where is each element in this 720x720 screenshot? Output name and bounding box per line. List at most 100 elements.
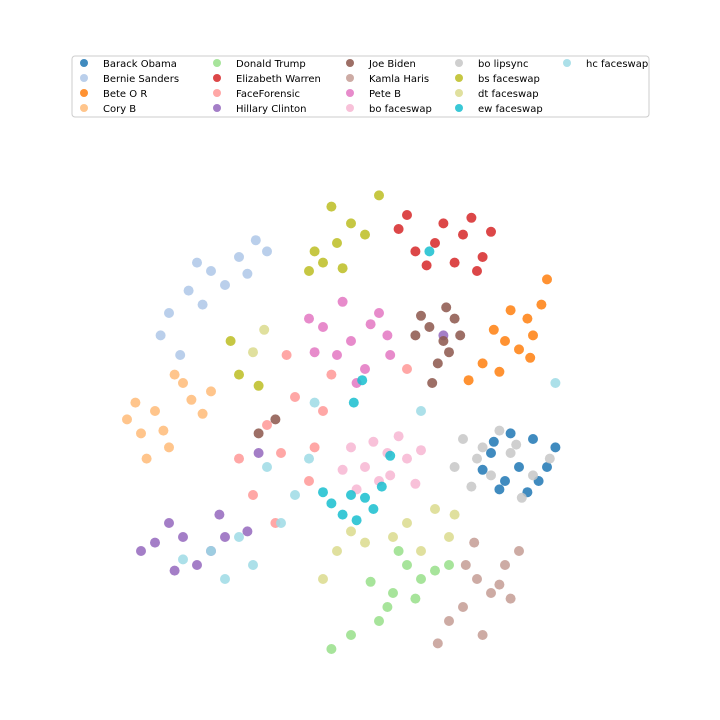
point-hc-faceswap-0 — [206, 546, 216, 556]
point-hc-faceswap-6 — [178, 554, 188, 565]
point-cory-b-11 — [130, 397, 141, 408]
legend-item-ew-faceswap: ew faceswap — [455, 104, 543, 115]
series-kamla-haris — [432, 537, 524, 649]
point-joe-biden-0 — [424, 322, 435, 332]
point-joe-biden-9 — [441, 302, 452, 313]
point-elizabeth-warren-4 — [438, 218, 449, 229]
point-hc-faceswap-8 — [304, 453, 314, 464]
point-bernie-sanders-10 — [175, 350, 186, 360]
series-faceforensic — [234, 350, 412, 528]
point-bo-lipsync-2 — [458, 434, 468, 444]
point-dt-faceswap-10 — [248, 347, 258, 358]
point-elizabeth-warren-11 — [472, 266, 482, 276]
point-joe-biden-1 — [438, 336, 449, 346]
legend-label-cory-b: Cory B — [103, 104, 136, 115]
series-ew-faceswap — [318, 246, 435, 526]
point-pete-b-7 — [382, 330, 393, 341]
point-bernie-sanders-4 — [220, 280, 230, 290]
legend-label-elizabeth-warren: Elizabeth Warren — [236, 74, 321, 85]
point-faceforensic-7 — [326, 369, 337, 380]
point-kamla-haris-8 — [460, 560, 471, 570]
legend-marker-pete-b — [346, 89, 354, 97]
point-pete-b-4 — [304, 313, 314, 324]
point-kamla-haris-7 — [505, 593, 516, 604]
point-bs-faceswap-5 — [360, 229, 370, 240]
series-hc-faceswap — [178, 378, 561, 584]
point-joe-biden-11 — [270, 414, 281, 425]
legend-marker-bs-faceswap — [455, 74, 463, 82]
point-joe-biden-7 — [455, 330, 466, 341]
point-kamla-haris-2 — [458, 602, 468, 612]
point-donald-trump-0 — [388, 588, 398, 598]
point-ew-faceswap-0 — [346, 490, 356, 500]
point-ew-faceswap-3 — [337, 509, 348, 520]
point-ew-faceswap-2 — [368, 504, 379, 514]
point-faceforensic-11 — [402, 364, 412, 374]
point-bo-lipsync-9 — [544, 453, 555, 464]
point-ew-faceswap-10 — [424, 246, 435, 257]
point-cory-b-3 — [178, 378, 188, 388]
point-hillary-clinton-1 — [150, 537, 160, 548]
point-kamla-haris-9 — [432, 638, 443, 649]
point-barack-obama-2 — [528, 434, 538, 444]
point-joe-biden-8 — [410, 330, 421, 341]
point-barack-obama-5 — [494, 484, 505, 495]
point-bo-lipsync-10 — [477, 442, 488, 453]
point-hc-faceswap-2 — [276, 518, 286, 528]
series-cory-b — [122, 369, 216, 464]
point-ew-faceswap-11 — [357, 375, 368, 386]
legend-marker-cory-b — [80, 104, 88, 112]
point-cory-b-8 — [169, 369, 180, 380]
point-hillary-clinton-6 — [136, 546, 146, 556]
point-faceforensic-0 — [290, 392, 300, 402]
point-elizabeth-warren-3 — [477, 252, 488, 262]
legend-item-pete-b: Pete B — [346, 89, 401, 100]
point-bs-faceswap-9 — [225, 336, 236, 346]
legend-marker-bo-lipsync — [455, 59, 463, 67]
point-faceforensic-3 — [262, 420, 272, 430]
point-dt-faceswap-5 — [346, 526, 356, 537]
point-bo-faceswap-3 — [402, 453, 412, 464]
point-cory-b-5 — [122, 414, 132, 425]
legend-label-pete-b: Pete B — [369, 89, 401, 100]
point-bo-lipsync-8 — [466, 481, 477, 492]
point-dt-faceswap-4 — [416, 546, 426, 556]
point-barack-obama-3 — [500, 476, 510, 486]
legend-item-hillary-clinton: Hillary Clinton — [213, 104, 306, 115]
point-bete-o-r-2 — [477, 358, 488, 369]
point-bernie-sanders-7 — [155, 330, 166, 341]
point-donald-trump-6 — [430, 565, 440, 576]
point-bernie-sanders-9 — [197, 299, 208, 310]
point-faceforensic-2 — [304, 476, 314, 486]
point-joe-biden-4 — [416, 310, 426, 321]
point-bete-o-r-3 — [536, 299, 547, 310]
legend-label-bernie-sanders: Bernie Sanders — [103, 74, 179, 85]
point-pete-b-0 — [318, 322, 328, 332]
legend-item-hc-faceswap: hc faceswap — [563, 59, 648, 70]
point-hillary-clinton-3 — [164, 518, 174, 528]
point-hillary-clinton-0 — [178, 532, 188, 542]
point-hc-faceswap-10 — [309, 397, 320, 408]
legend-item-bernie-sanders: Bernie Sanders — [80, 74, 179, 85]
point-bs-faceswap-8 — [337, 263, 348, 274]
point-dt-faceswap-6 — [332, 546, 342, 556]
point-dt-faceswap-3 — [388, 532, 398, 542]
point-hillary-clinton-8 — [242, 526, 253, 537]
point-cory-b-7 — [197, 408, 208, 419]
series-pete-b — [304, 296, 396, 388]
legend-marker-dt-faceswap — [455, 89, 463, 97]
series-donald-trump — [326, 546, 454, 654]
point-kamla-haris-5 — [444, 616, 454, 626]
legend-marker-bo-faceswap — [346, 104, 354, 112]
point-bernie-sanders-11 — [250, 235, 261, 246]
series-bs-faceswap — [225, 190, 384, 391]
legend-label-hc-faceswap: hc faceswap — [586, 59, 648, 70]
point-hc-faceswap-3 — [220, 574, 230, 584]
point-bo-lipsync-5 — [449, 462, 460, 472]
legend-marker-donald-trump — [213, 59, 221, 67]
legend-marker-faceforensic — [213, 89, 221, 97]
point-elizabeth-warren-2 — [402, 210, 412, 220]
legend-item-elizabeth-warren: Elizabeth Warren — [213, 74, 321, 85]
point-bo-faceswap-0 — [360, 462, 370, 472]
point-hc-faceswap-11 — [550, 378, 561, 388]
